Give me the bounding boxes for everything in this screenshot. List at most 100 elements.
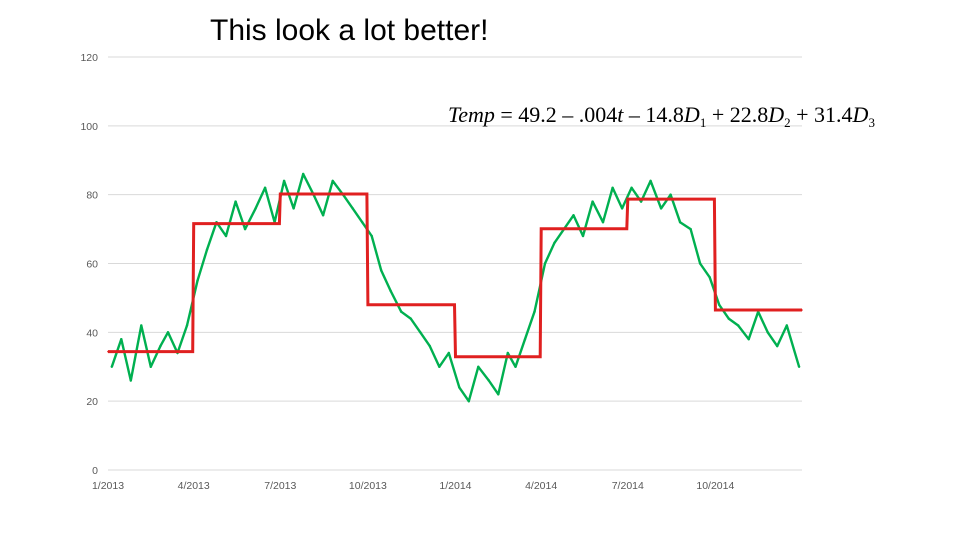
observed-point [361,221,364,224]
observed-point [302,172,305,176]
observed-point [282,179,286,183]
observed-point [649,179,652,183]
equation-coefficient: – .004 [561,102,617,127]
observed-point [797,365,801,368]
observed-point [523,338,527,341]
equation-subscript: 3 [868,115,875,130]
observed-point [185,324,189,327]
series-layer [107,172,803,403]
observed-point [669,193,672,196]
x-tick-label: 1/2014 [439,480,471,492]
observed-point [766,331,769,334]
observed-point [727,317,730,320]
observed-point [506,351,509,355]
observed-point [553,241,556,244]
observed-point [438,365,441,368]
observed-point [689,227,692,231]
observed-point [243,227,247,231]
y-tick-label: 80 [86,190,98,202]
observed-point [708,276,711,279]
fitted-point [192,222,195,225]
equation-coefficient: 49.2 [518,102,557,127]
observed-point [785,324,788,327]
observed-point [370,234,373,238]
observed-point [380,269,383,272]
equation-variable: D [683,102,700,127]
x-tick-label: 10/2014 [696,480,734,492]
fitted-point [191,350,194,353]
y-tick-label: 100 [80,121,98,133]
observed-point [254,207,257,210]
observed-point [737,324,740,327]
observed-point [620,207,624,210]
observed-point [458,386,461,389]
observed-point [263,186,267,189]
fitted-point [107,350,109,353]
fitted-point [713,198,716,200]
observed-point [205,248,209,251]
fitted-point [279,193,282,195]
fitted-point [627,198,629,200]
x-axis-ticks: 1/2013 4/2013 7/2013 10/2013 1/2014 4/2014 7/2… [92,480,735,492]
observed-point [543,262,547,265]
equation-subscript: 1 [700,115,707,130]
observed-point [718,303,721,306]
observed-point [630,186,633,189]
y-tick-label: 120 [80,52,98,64]
observed-point [698,262,702,265]
observed-point [447,351,450,355]
observed-point [611,186,614,189]
observed-point [419,331,422,334]
observed-point [292,207,295,210]
x-tick-label: 7/2013 [264,480,296,492]
observed-point [120,338,123,341]
observed-temperature-line [110,172,801,403]
observed-point [129,379,132,382]
observed-point [659,207,663,210]
observed-point [467,400,470,403]
slide-title: This look a lot better! [210,14,489,47]
fitted-point [626,227,628,230]
fitted-point [539,356,541,358]
fitted-step-line [108,192,802,359]
observed-point [331,179,334,183]
fitted-point [367,304,369,306]
y-tick-label: 0 [92,465,98,477]
observed-point [477,365,480,368]
y-tick-label: 40 [86,327,98,339]
observed-point [224,234,228,238]
equation-variable: t [617,102,624,127]
x-tick-label: 4/2014 [525,480,557,492]
x-tick-label: 1/2013 [92,480,124,492]
fitted-point [801,309,803,311]
equation-equals: = [495,102,518,127]
y-tick-label: 60 [86,259,98,271]
fitted-point [454,356,457,358]
observed-point [678,221,682,224]
observed-point [159,344,162,348]
observed-point [166,331,170,334]
observed-point [110,365,114,368]
observed-point [514,365,517,368]
equation-variable: D [767,102,784,127]
observed-point [747,338,750,341]
observed-point [389,289,392,293]
observed-point [234,200,237,203]
y-tick-label: 20 [86,396,98,408]
equation-coefficient: + 22.8 [712,102,768,127]
observed-point [591,200,594,203]
fitted-point [540,227,542,230]
equation-lhs: Temp [448,102,495,127]
equation-subscript: 2 [784,115,791,130]
y-axis-ticks: 0 20 40 60 80 100 120 [80,52,98,477]
regression-equation: Temp = 49.2 – .004t – 14.8D1 + 22.8D2 + … [448,102,875,130]
observed-point [581,234,585,238]
equation-coefficient: – 14.8 [628,102,684,127]
observed-point [497,393,500,396]
observed-point [776,344,779,348]
observed-point [409,317,412,320]
observed-point [321,214,325,217]
observed-point [601,221,605,224]
observed-point [487,379,490,382]
fitted-point [714,309,717,311]
